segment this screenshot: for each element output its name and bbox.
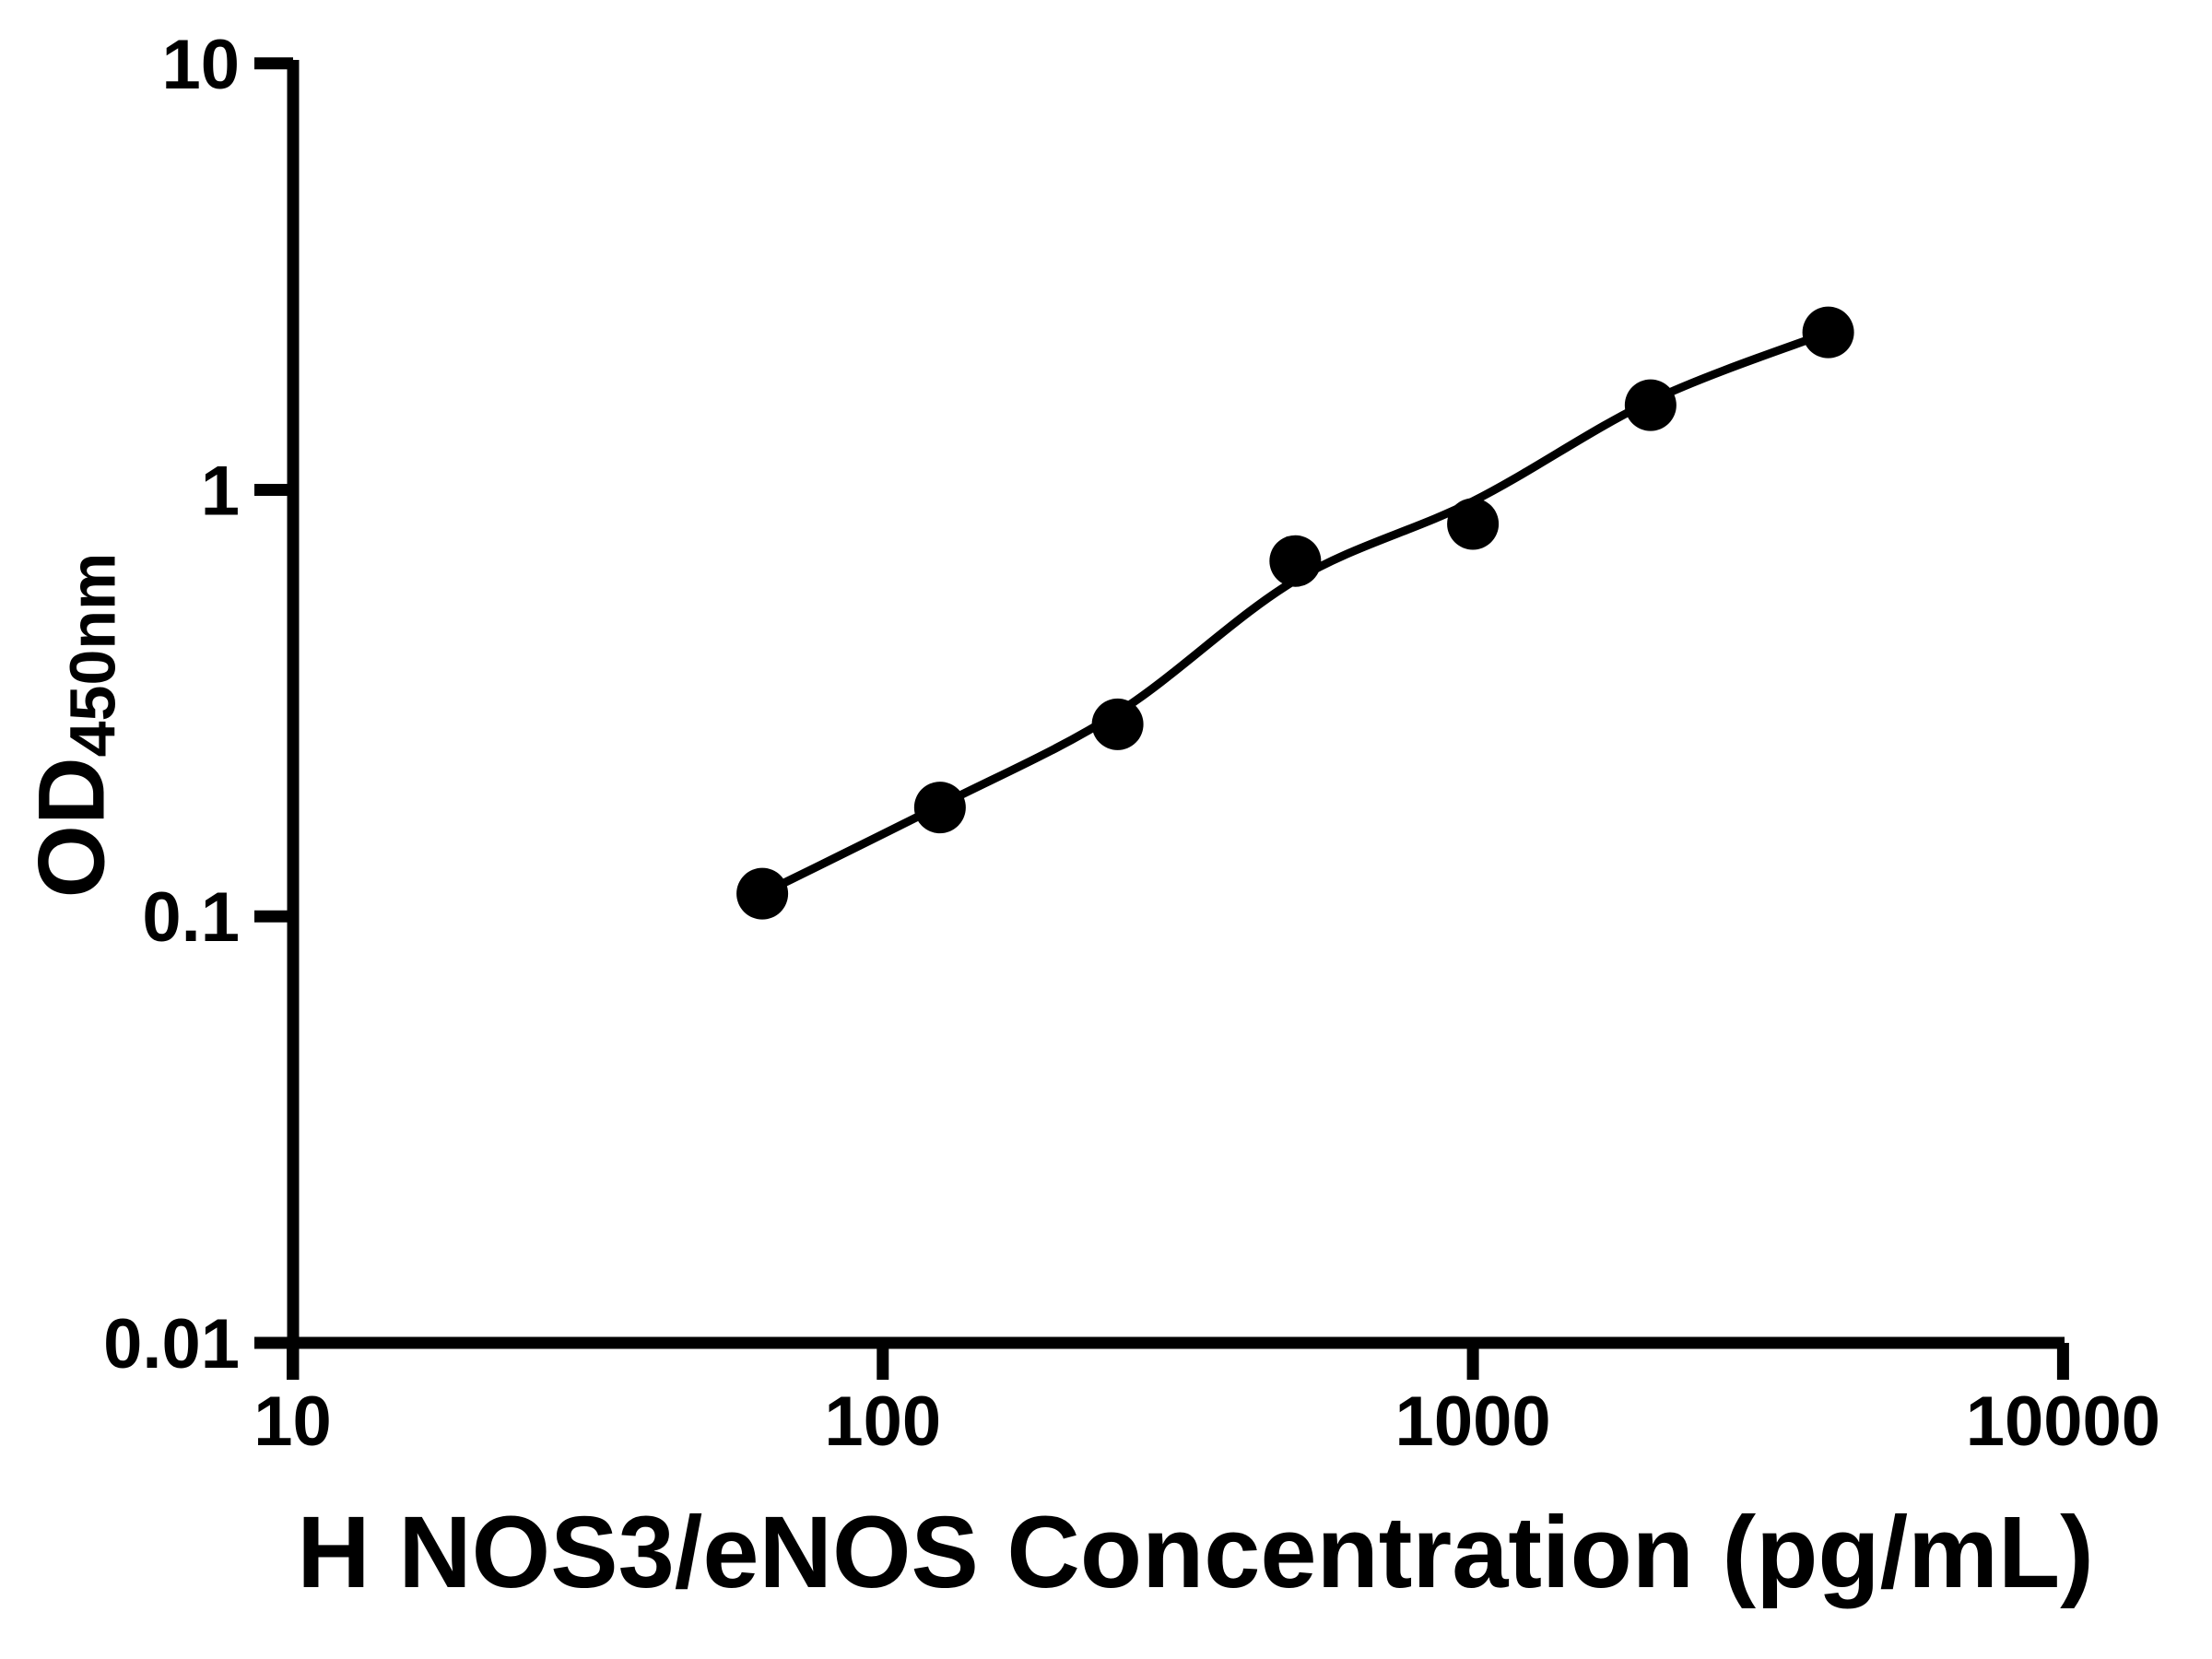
x-tick-label: 1000 xyxy=(1395,1382,1551,1461)
data-point xyxy=(1802,306,1854,359)
y-axis-title-main: OD xyxy=(18,757,124,899)
data-point xyxy=(1447,498,1500,550)
x-tick-label: 10000 xyxy=(1966,1382,2160,1461)
x-axis-title: H NOS3/eNOS Concentration (pg/mL) xyxy=(297,1496,2094,1609)
y-tick-label: 1 xyxy=(201,453,240,531)
x-tick-label: 100 xyxy=(824,1382,941,1461)
y-axis-title: OD450nm xyxy=(18,553,130,899)
data-point xyxy=(1624,379,1677,431)
y-axis-title-sub: 450nm xyxy=(56,552,129,758)
y-tick-label: 0.1 xyxy=(142,878,240,957)
x-tick-label: 10 xyxy=(253,1382,332,1461)
data-point xyxy=(913,782,966,834)
y-tick-label: 0.01 xyxy=(103,1305,240,1383)
data-point xyxy=(1091,698,1144,750)
data-point xyxy=(1269,535,1322,587)
y-tick-label: 10 xyxy=(161,26,240,104)
data-point xyxy=(736,867,789,920)
